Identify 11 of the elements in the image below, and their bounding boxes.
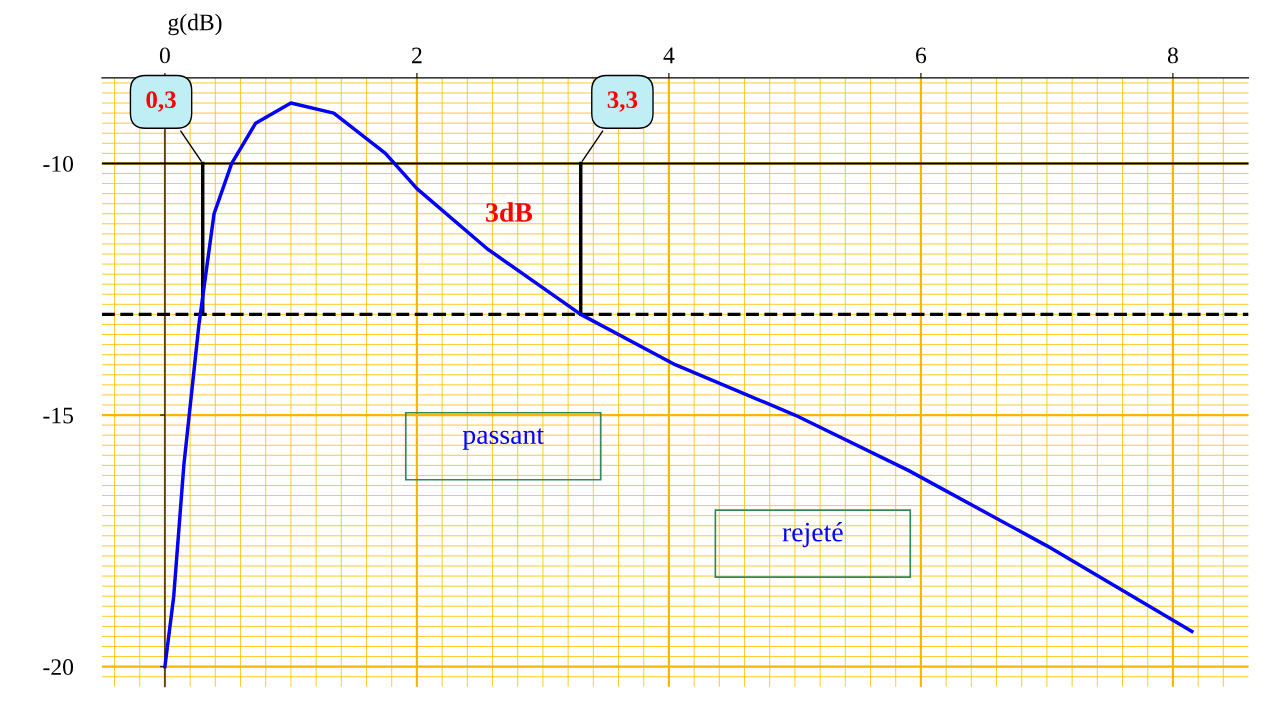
- x-tick-label: 0: [159, 47, 170, 64]
- ref-line-label: 0,3: [146, 91, 176, 112]
- x-tick-label: 6: [916, 47, 927, 64]
- ref-line-label: 3,3: [607, 91, 638, 112]
- y-tick-label: -15: [43, 407, 74, 424]
- y-tick-label: -20: [43, 659, 74, 676]
- x-tick-label: 2: [412, 47, 422, 64]
- x-tick-label: 8: [1167, 47, 1178, 64]
- y-axis-title: g(dB): [168, 13, 222, 36]
- y-tick-label: -10: [43, 155, 74, 172]
- x-tick-label: 4: [663, 47, 675, 64]
